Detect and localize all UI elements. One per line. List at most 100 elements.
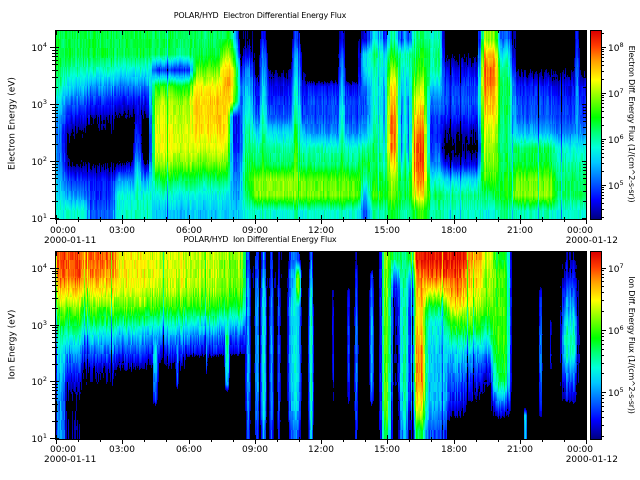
y-axis-right-tick xyxy=(583,273,586,274)
x-tick-label: 12:00 xyxy=(308,226,334,236)
y-axis-tick xyxy=(52,384,58,385)
x-axis-top-tick xyxy=(100,252,101,254)
colorbar-tick-label: 106 xyxy=(608,133,624,146)
y-axis-right-tick xyxy=(583,285,586,286)
ion-spectrogram-plot xyxy=(55,251,587,440)
y-axis-tick xyxy=(52,281,58,282)
x-axis-tick xyxy=(431,437,432,442)
colorbar-tick xyxy=(601,47,606,48)
x-tick-label: 15:00 xyxy=(374,445,400,455)
colorbar-tick xyxy=(601,277,604,278)
colorbar-tick xyxy=(601,333,604,334)
colorbar-tick xyxy=(601,286,604,287)
colorbar-tick xyxy=(601,71,604,72)
y-axis-right-tick xyxy=(583,354,586,355)
y-axis-tick xyxy=(52,308,58,309)
y-axis-right-tick xyxy=(583,167,586,168)
x-axis-tick xyxy=(476,217,477,222)
x-axis-top-tick xyxy=(564,252,565,254)
y-tick-label: 104 xyxy=(31,262,47,275)
ion-date-left: 2000-01-11 xyxy=(44,455,97,465)
y-axis-right-tick xyxy=(583,77,586,78)
colorbar-tick xyxy=(601,209,604,210)
y-axis-right-tick xyxy=(582,268,586,269)
x-axis-tick xyxy=(277,437,278,442)
y-axis-right-tick xyxy=(583,390,586,391)
y-axis-tick xyxy=(52,421,58,422)
x-axis-top-tick xyxy=(387,31,388,35)
colorbar-tick xyxy=(601,330,606,331)
colorbar-tick xyxy=(601,340,604,341)
x-axis-top-tick xyxy=(542,252,543,254)
colorbar-tick xyxy=(601,203,604,204)
x-axis-tick xyxy=(431,217,432,222)
x-axis-tick xyxy=(542,437,543,442)
x-axis-tick xyxy=(233,217,234,222)
x-tick-label: 06:00 xyxy=(176,445,202,455)
x-axis-tick xyxy=(321,215,322,224)
y-axis-tick xyxy=(52,354,58,355)
y-axis-tick xyxy=(52,298,58,299)
colorbar-tick xyxy=(601,54,604,55)
y-axis-tick xyxy=(52,184,58,185)
x-axis-top-tick xyxy=(144,31,145,33)
y-axis-tick xyxy=(52,77,58,78)
x-axis-tick xyxy=(498,437,499,442)
y-tick-label: 103 xyxy=(31,319,47,332)
x-axis-top-tick xyxy=(454,31,455,35)
y-axis-tick xyxy=(52,398,58,399)
colorbar-tick xyxy=(601,49,604,50)
x-axis-tick xyxy=(100,437,101,442)
colorbar-tick xyxy=(601,292,604,293)
colorbar-tick xyxy=(601,163,604,164)
x-axis-tick xyxy=(78,217,79,222)
x-tick-label: 00:00 xyxy=(50,226,76,236)
colorbar-tick xyxy=(601,149,604,150)
x-axis-top-tick xyxy=(409,31,410,33)
y-axis-right-tick xyxy=(583,113,586,114)
y-axis-right-tick xyxy=(583,144,586,145)
y-axis-tick xyxy=(52,117,58,118)
colorbar-tick xyxy=(601,33,604,34)
x-axis-top-tick xyxy=(498,252,499,254)
x-axis-top-tick xyxy=(387,252,388,256)
x-axis-top-tick xyxy=(343,31,344,33)
x-axis-tick xyxy=(586,435,587,444)
y-axis-right-tick xyxy=(583,411,586,412)
colorbar-tick xyxy=(601,171,604,172)
x-axis-top-tick xyxy=(476,31,477,33)
x-axis-tick xyxy=(343,217,344,222)
y-axis-tick xyxy=(52,364,58,365)
colorbar-tick xyxy=(601,198,604,199)
y-axis-right-tick xyxy=(583,184,586,185)
x-tick-label: 03:00 xyxy=(109,226,135,236)
x-axis-top-tick xyxy=(78,31,79,33)
x-tick-label: 12:00 xyxy=(308,445,334,455)
y-axis-right-tick xyxy=(583,291,586,292)
x-axis-tick xyxy=(100,217,101,222)
colorbar-tick xyxy=(601,157,604,158)
x-axis-tick xyxy=(409,437,410,442)
x-axis-top-tick xyxy=(321,31,322,35)
y-axis-tick xyxy=(52,121,58,122)
colorbar-tick xyxy=(601,311,604,312)
colorbar-tick xyxy=(601,398,604,399)
y-axis-right-tick xyxy=(583,170,586,171)
x-axis-tick xyxy=(78,437,79,442)
x-axis-top-tick xyxy=(100,31,101,33)
y-axis-right-tick xyxy=(583,178,586,179)
y-axis-tick xyxy=(52,144,58,145)
colorbar-tick xyxy=(601,274,604,275)
y-axis-tick xyxy=(52,167,58,168)
y-axis-tick xyxy=(50,161,59,162)
y-axis-right-tick xyxy=(583,201,586,202)
y-axis-tick xyxy=(52,291,58,292)
colorbar-tick xyxy=(601,117,604,118)
y-axis-right-tick xyxy=(583,308,586,309)
x-axis-tick xyxy=(564,437,565,442)
x-tick-label: 15:00 xyxy=(374,226,400,236)
y-axis-right-tick xyxy=(583,337,586,338)
electron-date-left: 2000-01-11 xyxy=(44,236,97,246)
y-axis-right-tick xyxy=(583,121,586,122)
x-axis-tick xyxy=(56,435,57,444)
